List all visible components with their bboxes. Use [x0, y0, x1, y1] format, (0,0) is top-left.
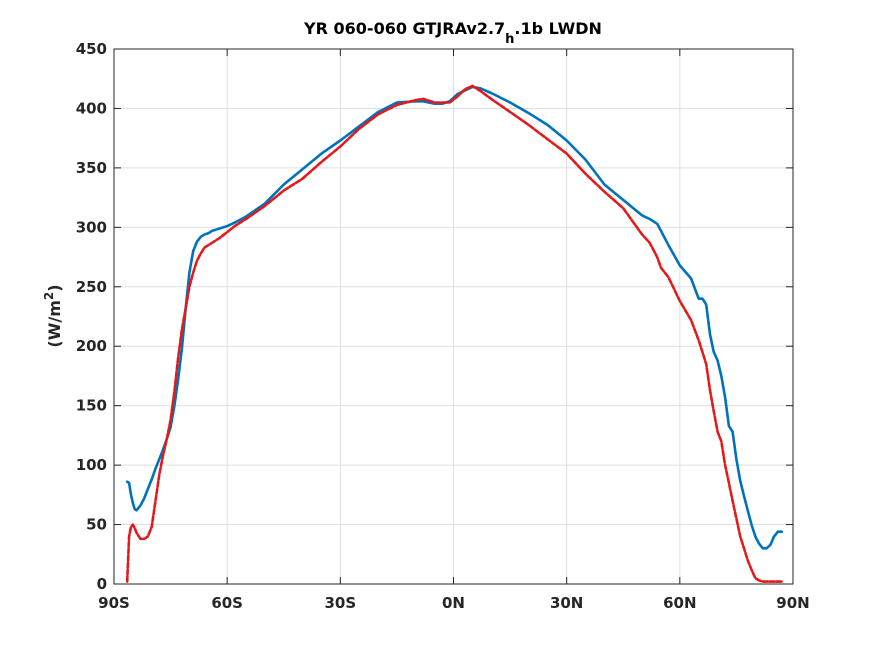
y-tick-label: 400: [76, 99, 107, 117]
x-tick-label: 30N: [550, 594, 583, 612]
y-tick-label: 450: [76, 40, 107, 58]
x-tick-label: 0N: [442, 594, 465, 612]
y-tick-label: 200: [76, 337, 107, 355]
y-tick-label: 150: [76, 397, 107, 415]
x-tick-label: 60S: [211, 594, 243, 612]
y-tick-label: 0: [97, 575, 107, 593]
series-line-2: [125, 84, 784, 583]
chart-title: YR 060-060 GTJRAv2.7h.1b LWDN: [303, 19, 602, 47]
y-tick-label: 100: [76, 456, 107, 474]
x-tick-label: 30S: [324, 594, 356, 612]
series-layer: [125, 84, 784, 583]
y-tick-label: 350: [76, 159, 107, 177]
x-tick-labels: 90S 60S 30S 0N 30N 60N 90N: [98, 594, 810, 612]
y-tick-label: 50: [86, 516, 107, 534]
y-axis-label: (W/m2): [42, 284, 64, 347]
x-tick-label: 90S: [98, 594, 130, 612]
y-tick-label: 300: [76, 218, 107, 236]
y-tick-label: 250: [76, 278, 107, 296]
x-tick-label: 60N: [663, 594, 696, 612]
y-tick-labels: 0 50 100 150 200 250 300 350 400 450: [76, 40, 107, 593]
axis-ticks: [113, 48, 794, 585]
x-tick-label: 90N: [776, 594, 809, 612]
